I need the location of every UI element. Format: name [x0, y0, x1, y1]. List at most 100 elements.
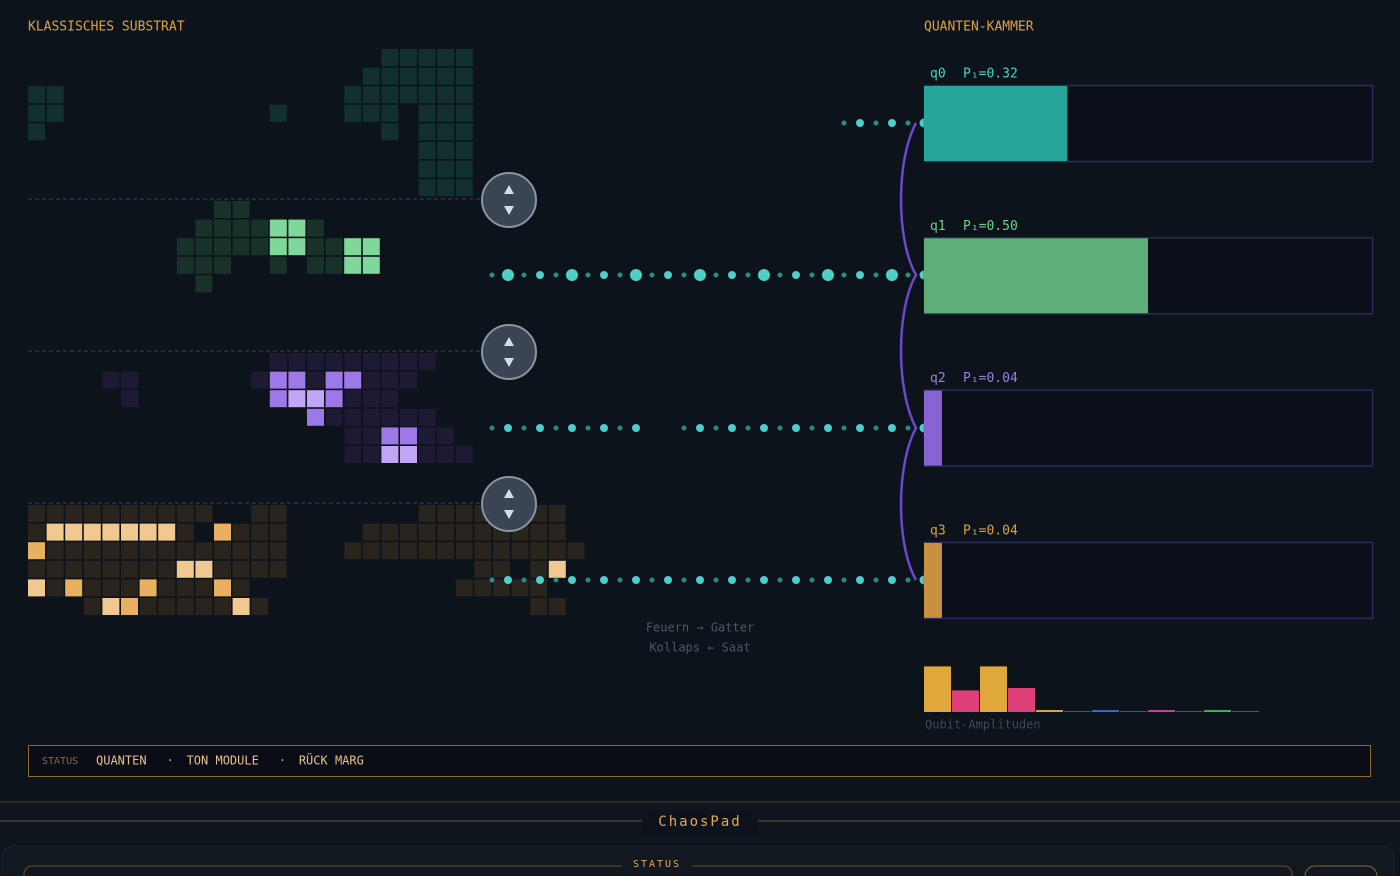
- cell: [362, 371, 380, 389]
- cell: [400, 86, 417, 104]
- cell: [344, 390, 362, 408]
- cell: [437, 427, 455, 445]
- amplitude-bar: [980, 666, 1007, 712]
- dot: [600, 271, 608, 279]
- cell: [548, 542, 566, 560]
- cell: [269, 523, 287, 541]
- cell: [400, 49, 417, 66]
- dot: [841, 120, 847, 126]
- cell: [381, 446, 399, 463]
- cell: [400, 67, 417, 85]
- dot: [824, 576, 832, 584]
- cell: [474, 560, 492, 578]
- cell: [28, 579, 45, 597]
- cell: [121, 579, 138, 597]
- cell: [418, 179, 436, 197]
- cell: [455, 142, 473, 159]
- cell: [362, 542, 380, 560]
- cell: [214, 523, 231, 541]
- dot: [536, 576, 544, 584]
- cell: [400, 427, 417, 445]
- dot: [792, 424, 800, 432]
- cell: [28, 560, 45, 578]
- cell: [158, 505, 176, 522]
- button-circle: [481, 476, 537, 532]
- dot: [632, 424, 640, 432]
- cell: [344, 542, 362, 560]
- dot: [745, 272, 751, 278]
- dot: [630, 269, 642, 281]
- dot: [632, 576, 640, 584]
- cell: [493, 560, 510, 578]
- swap-button[interactable]: [481, 476, 537, 532]
- cell: [530, 560, 548, 578]
- cell: [344, 86, 362, 104]
- cell: [121, 523, 138, 541]
- dot: [888, 576, 896, 584]
- cell: [307, 371, 324, 389]
- cell: [548, 505, 566, 522]
- dot: [649, 272, 655, 278]
- cell: [102, 542, 120, 560]
- dot: [617, 272, 623, 278]
- cell: [232, 542, 250, 560]
- swap-button[interactable]: [481, 172, 537, 228]
- cell: [362, 67, 380, 85]
- dot: [760, 576, 768, 584]
- cell: [437, 67, 455, 85]
- dot: [777, 272, 783, 278]
- cell: [530, 579, 548, 597]
- cell: [530, 598, 548, 615]
- cell: [102, 371, 120, 389]
- cell: [511, 579, 529, 597]
- dot: [489, 272, 495, 278]
- cell: [455, 123, 473, 141]
- cell: [214, 256, 231, 274]
- dot: [760, 424, 768, 432]
- qubit-bar: [924, 542, 942, 618]
- cell: [214, 219, 231, 237]
- cell: [102, 505, 120, 522]
- dot: [521, 577, 527, 583]
- cell: [251, 505, 269, 522]
- cell: [83, 505, 101, 522]
- footer-tab: [642, 810, 758, 834]
- cell: [567, 542, 585, 560]
- dot: [568, 424, 576, 432]
- cell: [418, 142, 436, 159]
- footer-status: STATUS: [633, 859, 681, 870]
- cell: [381, 104, 399, 122]
- swap-button[interactable]: [481, 324, 537, 380]
- cell: [548, 598, 566, 615]
- cell: [158, 542, 176, 560]
- footer-button[interactable]: [1304, 865, 1378, 876]
- cell: [195, 256, 213, 274]
- dot: [681, 425, 687, 431]
- dot: [585, 425, 591, 431]
- arrow-down: [504, 206, 514, 215]
- cell: [455, 446, 473, 463]
- cell: [83, 598, 101, 615]
- cell: [139, 579, 157, 597]
- cell: [362, 256, 380, 274]
- dot: [585, 272, 591, 278]
- cell: [362, 427, 380, 445]
- cell: [195, 219, 213, 237]
- cell: [232, 219, 250, 237]
- dot: [681, 577, 687, 583]
- cell: [474, 542, 492, 560]
- dot: [888, 119, 896, 127]
- dot: [873, 120, 879, 126]
- cell: [269, 256, 287, 274]
- cell: [214, 598, 231, 615]
- cell: [121, 598, 138, 615]
- cell: [65, 542, 83, 560]
- cell: [232, 201, 250, 218]
- cell: [325, 256, 343, 274]
- dot: [504, 424, 512, 432]
- cell: [232, 238, 250, 256]
- dot: [600, 424, 608, 432]
- cell: [344, 446, 362, 463]
- cell: [288, 371, 306, 389]
- status-separator: ·: [279, 754, 286, 768]
